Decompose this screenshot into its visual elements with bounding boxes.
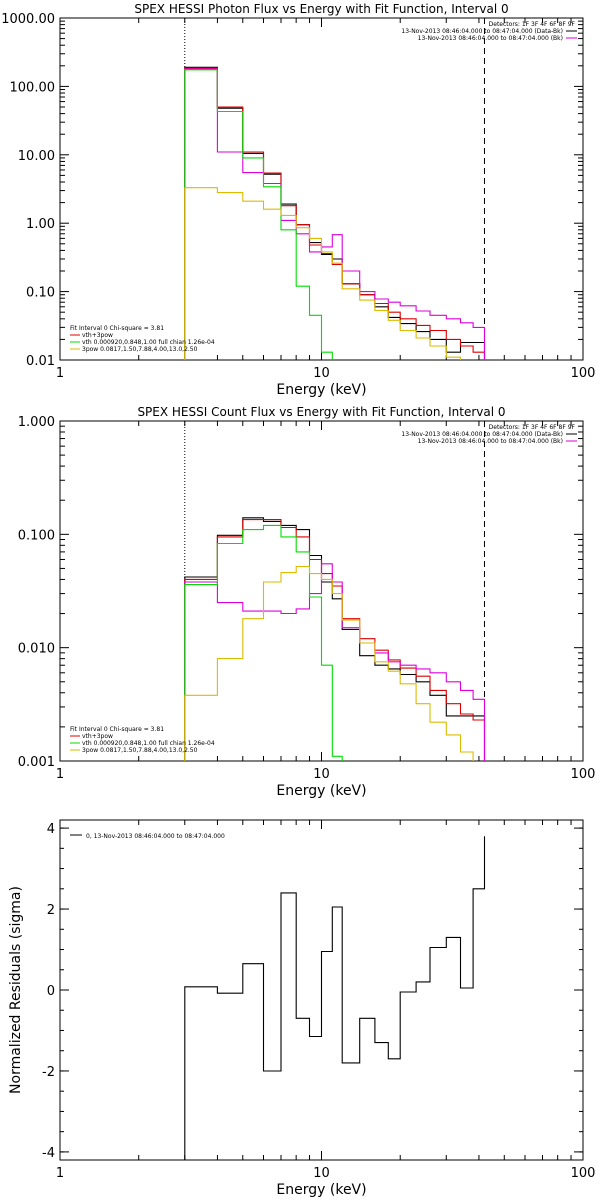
y-tick-label: 1000.00 xyxy=(1,12,55,27)
x-tick-label: 100 xyxy=(571,366,596,381)
x-tick-label: 1 xyxy=(56,767,64,782)
y-tick-label: -4 xyxy=(42,1146,55,1161)
plot-frame xyxy=(59,17,584,361)
y-tick-label: 0.100 xyxy=(18,528,55,543)
y-tick-label: 0.001 xyxy=(18,755,55,770)
series-2-histogram xyxy=(184,68,486,360)
x-tick-label: 1 xyxy=(56,1166,64,1181)
y-tick-label: 0.01 xyxy=(26,354,55,369)
x-tick-label: 100 xyxy=(571,1166,596,1181)
x-tick-label: 10 xyxy=(313,767,330,782)
legend-entry: 13-Nov-2013 08:46:04.000 to 08:47:04.000… xyxy=(418,438,563,445)
legend-entry: Detectors: 1F 3F 4F 6F 8F 9F xyxy=(489,21,576,28)
x-axis-label: Energy (keV) xyxy=(276,783,366,799)
y-tick-label: 100.00 xyxy=(10,80,56,95)
y-tick-label: 10.00 xyxy=(18,149,55,164)
y-tick-label: 0 xyxy=(47,984,55,999)
fit-legend-entry: vth 0.000920,0.848,1.00 full chian 1.26e… xyxy=(82,339,215,346)
y-tick-label: 1.000 xyxy=(18,415,55,430)
y-tick-label: 1.00 xyxy=(26,217,55,232)
fit-legend-entry: vth 0.000920,0.848,1.00 full chian 1.26e… xyxy=(82,740,215,747)
panel-1: SPEX HESSI Photon Flux vs Energy with Fi… xyxy=(1,2,595,398)
legend-entry: 13-Nov-2013 08:46:04.000 to 08:47:04.000… xyxy=(418,35,563,42)
fit-legend-entry: vth+3pow xyxy=(82,733,113,740)
x-tick-label: 1 xyxy=(56,366,64,381)
chart-title: SPEX HESSI Count Flux vs Energy with Fit… xyxy=(137,405,505,419)
y-tick-label: 0.10 xyxy=(26,286,55,301)
legend-entry: Detectors: 1F 3F 4F 6F 8F 9F xyxy=(489,424,576,431)
panel-3: 1 10 100 -4 -2 0 2 4 Energy (keV) Normalized Resi… xyxy=(8,819,596,1198)
series-4-histogram xyxy=(184,565,486,761)
legend-entry: 13-Nov-2013 08:46:04.000 to 08:47:04.000… xyxy=(401,431,563,438)
legend-entry: 0, 13-Nov-2013 08:46:04.000 to 08:47:04.… xyxy=(86,833,225,840)
series-1-histogram xyxy=(184,519,486,761)
legend-entry: 13-Nov-2013 08:46:04.000 to 08:47:04.000… xyxy=(401,28,563,35)
series-4-histogram xyxy=(184,187,486,360)
y-tick-label: -2 xyxy=(42,1065,55,1080)
x-tick-label: 10 xyxy=(313,1166,330,1181)
fit-legend-entry: Fit Interval 0 Chi-square = 3.81 xyxy=(70,726,164,733)
series-0-histogram xyxy=(184,517,486,761)
x-axis-label: Energy (keV) xyxy=(276,1182,366,1198)
x-tick-label: 100 xyxy=(571,767,596,782)
fit-legend-entry: 3pow 0.0817,1.50,7.88,4.00,13.0,2.50 xyxy=(82,747,198,754)
fit-legend-entry: vth+3pow xyxy=(82,332,113,339)
series-3-histogram xyxy=(184,524,486,761)
y-tick-label: 4 xyxy=(47,822,55,837)
panel-2: SPEX HESSI Count Flux vs Energy with Fit… xyxy=(18,405,596,799)
series-3-histogram xyxy=(184,69,486,360)
chart-title: SPEX HESSI Photon Flux vs Energy with Fi… xyxy=(134,2,508,16)
x-tick-label: 10 xyxy=(313,366,330,381)
y-tick-label: 0.010 xyxy=(18,642,55,657)
y-axis-label: Normalized Residuals (sigma) xyxy=(8,886,24,1094)
fit-legend-entry: 3pow 0.0817,1.50,7.88,4.00,13.0,2.50 xyxy=(82,346,198,353)
x-axis-label: Energy (keV) xyxy=(276,382,366,398)
y-tick-label: 2 xyxy=(47,903,55,918)
fit-legend-entry: Fit Interval 0 Chi-square = 3.81 xyxy=(70,325,164,332)
series-0-histogram xyxy=(184,836,486,1160)
